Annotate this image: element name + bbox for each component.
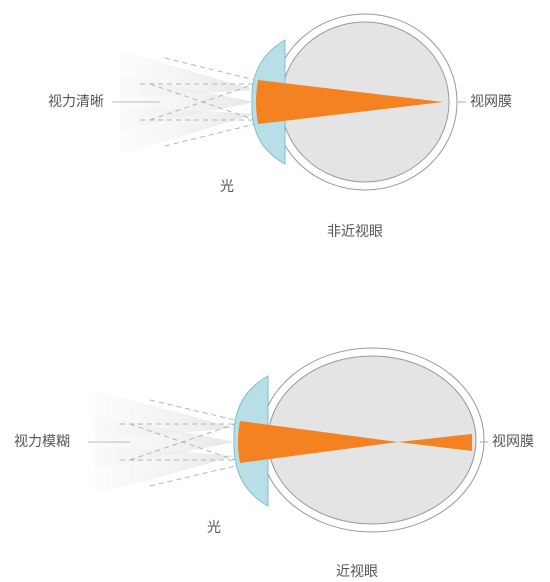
light-label: 光	[207, 520, 221, 536]
vision-label: 视力清晰	[48, 94, 104, 110]
light-rays	[120, 399, 236, 487]
unfocused-light	[238, 421, 472, 463]
myopic-eye-diagram: 视力模糊 视网膜 光 近视眼	[14, 347, 534, 580]
light-rays	[140, 57, 256, 147]
caption: 近视眼	[336, 564, 378, 580]
vision-label: 视力模糊	[14, 434, 70, 450]
light-fan	[120, 106, 255, 155]
light-fan	[95, 445, 235, 495]
light-label: 光	[220, 179, 234, 195]
caption: 非近视眼	[327, 224, 383, 240]
focused-light	[256, 80, 443, 124]
retina-label: 视网膜	[492, 434, 534, 450]
retina-label: 视网膜	[470, 94, 512, 110]
normal-eye-diagram: 视力清晰 视网膜 光 非近视眼	[48, 13, 512, 240]
